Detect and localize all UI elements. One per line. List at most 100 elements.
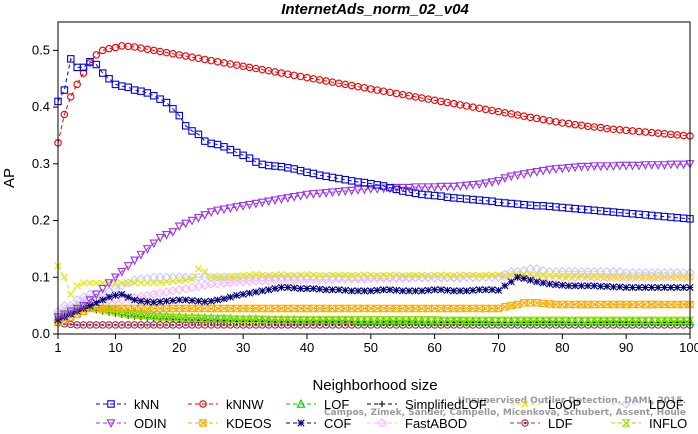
data-point-loop (475, 271, 483, 280)
plot-area (53, 42, 695, 329)
data-point-loop (577, 272, 586, 280)
data-point-ldof (614, 266, 625, 277)
data-point-loop (348, 271, 356, 280)
data-point-inflo (589, 316, 599, 325)
data-point-inflo (200, 314, 210, 323)
data-point-loop (571, 272, 579, 280)
data-point-inflo (500, 316, 510, 325)
data-point-odin (353, 186, 363, 195)
legend-marker-knnw (199, 400, 207, 408)
data-point-loop (182, 276, 190, 284)
data-point-loop (456, 271, 464, 279)
data-point-ldof (429, 272, 440, 283)
data-point-inflo (193, 314, 203, 322)
data-point-inflo (647, 316, 657, 325)
data-point-inflo (302, 316, 312, 324)
data-point-inflo (206, 314, 216, 323)
data-point-loop (143, 279, 151, 287)
legend-label-kdeos: KDEOS (226, 416, 272, 431)
data-point-loop (539, 271, 547, 280)
data-point-ldof (302, 272, 312, 283)
data-point-cof (118, 290, 126, 298)
data-point-loop (616, 273, 624, 281)
data-point-odin (276, 195, 286, 204)
legend-item-kdeos: KDEOS (188, 416, 272, 431)
data-point-cof (424, 286, 432, 294)
data-point-cof (143, 298, 151, 306)
data-point-inflo (283, 316, 293, 324)
data-point-loop (131, 279, 139, 287)
data-point-inflo (666, 316, 676, 325)
data-point-loop (341, 271, 349, 279)
data-point-odin (283, 194, 293, 203)
data-point-ldof (340, 272, 351, 283)
data-point-cof (514, 273, 522, 281)
data-point-cof (654, 283, 662, 292)
data-point-cof (450, 287, 458, 295)
data-point-loop (296, 271, 305, 279)
data-point-loop (111, 279, 120, 287)
data-point-ldof (193, 272, 204, 283)
data-point-cof (431, 286, 439, 294)
data-point-cof (437, 286, 445, 294)
data-point-lof (187, 312, 197, 322)
legend-label-odin: ODIN (134, 416, 167, 431)
data-point-inflo (155, 313, 165, 321)
data-point-fastabod (602, 272, 612, 283)
data-point-lof (659, 316, 669, 326)
data-point-ldof (155, 272, 165, 283)
x-axis-label: Neighborhood size (312, 377, 437, 394)
data-point-cof (405, 287, 413, 295)
data-point-odin (213, 206, 223, 216)
data-point-knn (194, 130, 203, 139)
data-point-lof (583, 316, 593, 326)
data-point-inflo (608, 316, 618, 325)
data-point-inflo (596, 316, 606, 325)
data-point-odin (123, 262, 133, 271)
data-point-inflo (462, 316, 472, 325)
legend-marker-inflo (621, 419, 631, 427)
data-point-inflo (264, 316, 274, 324)
data-point-cof (360, 287, 369, 295)
data-point-ldof (289, 272, 299, 283)
data-point-cof (201, 298, 209, 306)
data-point-cof (162, 297, 171, 305)
data-point-cof (469, 286, 477, 294)
data-point-ldof (212, 272, 223, 283)
data-point-fastabod (646, 272, 657, 283)
data-point-ldof (72, 295, 82, 305)
data-point-lof (551, 316, 561, 326)
data-point-ldof (595, 266, 606, 277)
data-point-inflo (289, 316, 299, 324)
data-point-loop (552, 271, 560, 280)
data-point-lof (468, 316, 478, 326)
data-point-odin (187, 216, 197, 226)
data-point-odin (442, 182, 452, 192)
data-point-cof (348, 287, 356, 295)
data-point-odin (104, 279, 114, 288)
data-point-loop (507, 271, 515, 279)
data-point-kdeos (577, 300, 586, 309)
data-point-odin (551, 165, 561, 174)
data-point-ldof (372, 272, 382, 283)
data-point-ldof (378, 272, 389, 283)
data-point-loop (86, 279, 94, 287)
data-point-knn (105, 74, 113, 83)
data-point-ldof (366, 272, 376, 283)
data-point-kdeos (347, 304, 356, 313)
data-point-cof (641, 283, 649, 292)
data-point-loop (379, 271, 388, 279)
data-point-kdeos (373, 304, 381, 313)
data-point-loop (648, 273, 656, 281)
data-point-odin (264, 197, 274, 207)
data-point-cof (552, 281, 560, 289)
data-point-ldof (65, 300, 76, 311)
data-point-odin (576, 162, 586, 172)
data-point-odin (347, 186, 357, 196)
data-point-cof (290, 284, 298, 292)
data-point-loop (137, 279, 145, 287)
data-point-cof (622, 283, 630, 292)
legend-item-inflo: INFLO (611, 416, 687, 431)
data-point-lof (634, 316, 644, 326)
